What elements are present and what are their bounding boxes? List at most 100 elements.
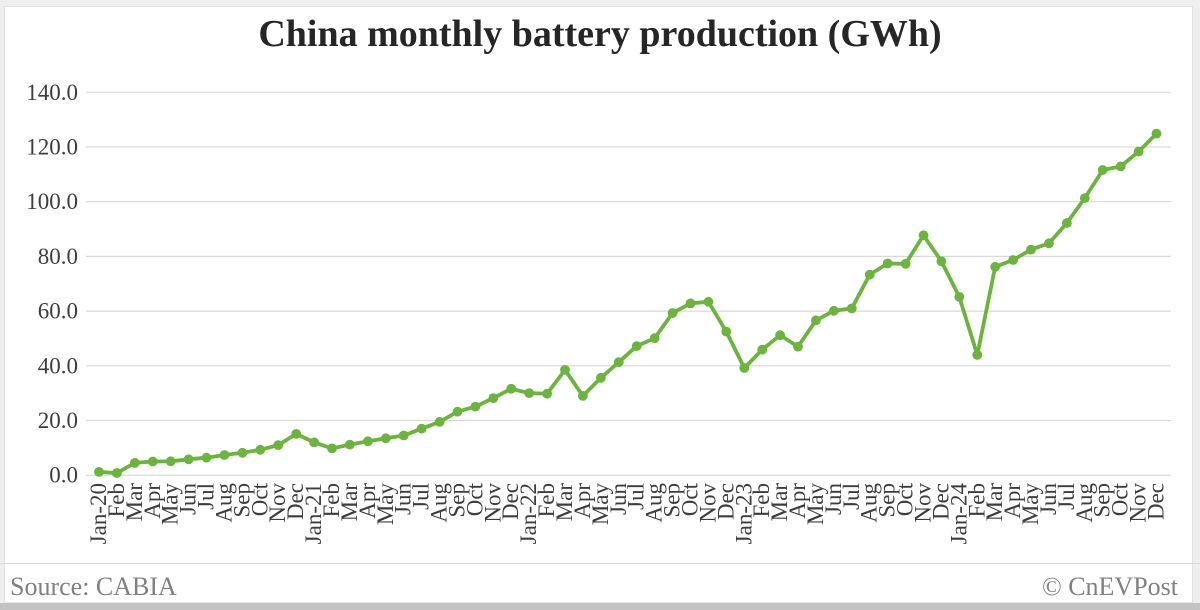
- data-point-marker: [811, 315, 821, 326]
- x-tick-label: Dec: [713, 483, 738, 520]
- x-tick-label: Apr: [140, 483, 165, 519]
- data-point-marker: [1115, 161, 1126, 172]
- x-tick-label: Sep: [1090, 483, 1115, 518]
- x-tick-label: Feb: [534, 483, 559, 518]
- data-point-marker: [183, 454, 194, 465]
- x-tick-label: Sep: [229, 483, 254, 518]
- x-tick-label: Apr: [785, 483, 810, 519]
- x-tick-label: Mar: [552, 483, 577, 522]
- data-point-marker: [793, 341, 803, 352]
- data-point-marker: [1044, 238, 1054, 249]
- x-tick-label: Mar: [337, 483, 362, 522]
- x-tick-label: Apr: [570, 483, 595, 519]
- data-point-marker: [829, 305, 839, 316]
- x-tick-label: Aug: [857, 483, 882, 523]
- x-tick-label: Jan-22: [516, 483, 541, 544]
- x-tick-label: Mar: [122, 483, 147, 522]
- chart-footer: Source: CABIA © CnEVPost: [0, 572, 1200, 602]
- x-tick-label: Jun: [606, 483, 631, 515]
- x-tick-label: Oct: [1108, 482, 1133, 516]
- y-tick-label: 100.0: [26, 189, 78, 214]
- x-tick-label: Jan-23: [731, 483, 756, 544]
- x-tick-label: Jul: [624, 483, 649, 510]
- x-tick-label: Sep: [875, 483, 900, 518]
- x-tick-label: May: [373, 483, 398, 526]
- x-tick-label: Aug: [642, 483, 667, 523]
- x-tick-label: Oct: [677, 482, 702, 516]
- x-tick-label: Jun: [391, 483, 416, 515]
- bottom-border: [0, 603, 1200, 610]
- data-point-marker: [237, 447, 248, 458]
- x-tick-label: Oct: [247, 482, 272, 516]
- data-point-marker: [613, 357, 624, 368]
- data-point-marker: [345, 439, 355, 450]
- data-point-marker: [1026, 244, 1036, 255]
- x-tick-label: Jun: [1036, 483, 1061, 515]
- data-point-marker: [1079, 193, 1090, 204]
- x-tick-label: Sep: [660, 483, 685, 518]
- y-tick-label: 40.0: [38, 353, 78, 378]
- x-tick-label: Mar: [767, 483, 792, 522]
- x-tick-label: Dec: [928, 483, 953, 520]
- data-point-marker: [560, 365, 570, 375]
- footer-divider: [0, 563, 1200, 564]
- chart-title: China monthly battery production (GWh): [258, 13, 942, 55]
- data-point-marker: [954, 292, 965, 302]
- y-tick-label: 60.0: [38, 299, 78, 324]
- data-point-marker: [112, 468, 122, 478]
- data-point-marker: [775, 330, 785, 341]
- y-tick-label: 80.0: [38, 244, 78, 269]
- x-tick-label: Dec: [1144, 483, 1169, 520]
- data-point-marker: [219, 450, 230, 460]
- data-point-marker: [864, 269, 875, 280]
- data-point-marker: [309, 437, 319, 448]
- copyright-label: © CnEVPost: [1041, 572, 1178, 601]
- data-point-marker: [882, 258, 893, 269]
- x-tick-label: Nov: [695, 483, 720, 523]
- data-point-marker: [452, 406, 463, 417]
- data-point-marker: [506, 383, 517, 394]
- data-point-marker: [1062, 218, 1072, 228]
- x-tick-label: Feb: [964, 483, 989, 518]
- source-label: Source: CABIA: [10, 572, 177, 601]
- x-tick-label: Jan-20: [86, 483, 111, 544]
- x-tick-label: Apr: [355, 483, 380, 519]
- data-point-marker: [542, 388, 552, 399]
- x-tick-label: Aug: [427, 483, 452, 523]
- data-point-marker: [1008, 255, 1018, 265]
- data-point-marker: [380, 433, 391, 444]
- data-point-marker: [900, 258, 911, 269]
- x-tick-label: Oct: [893, 482, 918, 516]
- x-tick-label: Nov: [480, 483, 505, 523]
- data-point-marker: [398, 430, 409, 441]
- x-tick-label: Nov: [1126, 483, 1151, 523]
- x-tick-label: Aug: [1072, 483, 1097, 523]
- data-point-marker: [470, 401, 481, 412]
- data-point-marker: [129, 458, 140, 468]
- x-tick-label: Sep: [444, 483, 469, 518]
- x-tick-label: Jun: [821, 483, 846, 515]
- x-tick-label: Dec: [498, 483, 523, 520]
- data-point-marker: [147, 456, 158, 467]
- x-tick-label: Jul: [194, 483, 219, 510]
- x-tick-label: Oct: [462, 482, 487, 516]
- data-point-marker: [1133, 146, 1144, 157]
- data-point-marker: [685, 298, 696, 309]
- x-tick-label: Mar: [982, 483, 1007, 522]
- x-tick-label: Jan-21: [301, 483, 326, 544]
- x-tick-label: Dec: [283, 483, 308, 520]
- data-point-marker: [631, 341, 642, 351]
- y-tick-label: 140.0: [26, 80, 78, 105]
- data-point-marker: [578, 391, 588, 401]
- data-point-marker: [255, 444, 266, 455]
- series-line: [97, 131, 1159, 475]
- x-tick-label: Nov: [265, 483, 290, 523]
- data-point-marker: [434, 417, 445, 427]
- data-point-marker: [667, 308, 678, 318]
- x-tick-label: May: [803, 483, 828, 526]
- data-point-marker: [416, 423, 427, 434]
- x-tick-label: Nov: [910, 483, 935, 523]
- data-point-marker: [918, 230, 929, 241]
- data-point-marker: [291, 429, 302, 439]
